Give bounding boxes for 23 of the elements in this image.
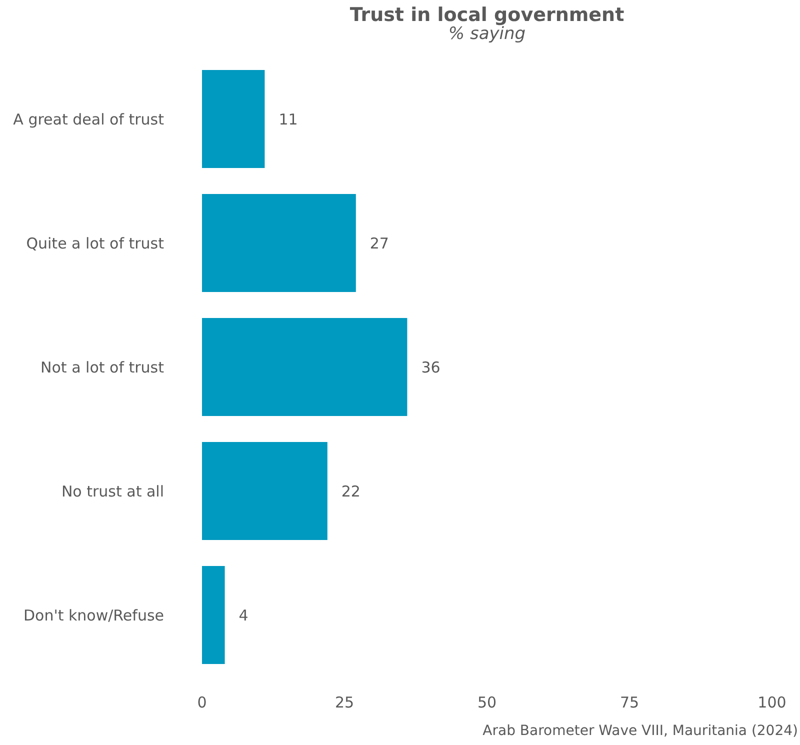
bar bbox=[202, 194, 356, 292]
x-tick-label: 100 bbox=[758, 694, 786, 712]
data-label: 27 bbox=[370, 234, 389, 252]
y-tick-label: A great deal of trust bbox=[13, 110, 164, 128]
bar bbox=[202, 70, 265, 168]
data-label: 22 bbox=[341, 482, 360, 500]
chart-subtitle: % saying bbox=[447, 24, 526, 44]
y-tick-label: Not a lot of trust bbox=[40, 358, 164, 376]
chart-title: Trust in local government bbox=[348, 4, 626, 26]
y-tick-label: Don't know/Refuse bbox=[23, 606, 164, 624]
bar bbox=[202, 442, 328, 540]
bar bbox=[202, 318, 408, 416]
y-tick-label: No trust at all bbox=[61, 482, 164, 500]
x-tick-label: 25 bbox=[334, 694, 354, 712]
x-tick-label: 0 bbox=[197, 694, 207, 712]
x-tick-label: 75 bbox=[620, 694, 640, 712]
data-label: 36 bbox=[421, 358, 440, 376]
x-tick-label: 50 bbox=[477, 694, 497, 712]
y-tick-label: Quite a lot of trust bbox=[26, 234, 164, 252]
text: Arab Barometer Wave VIII, Mauritania (2024) bbox=[482, 723, 798, 739]
data-label: 4 bbox=[238, 606, 248, 624]
data-label: 11 bbox=[278, 110, 298, 128]
bar bbox=[202, 566, 225, 664]
